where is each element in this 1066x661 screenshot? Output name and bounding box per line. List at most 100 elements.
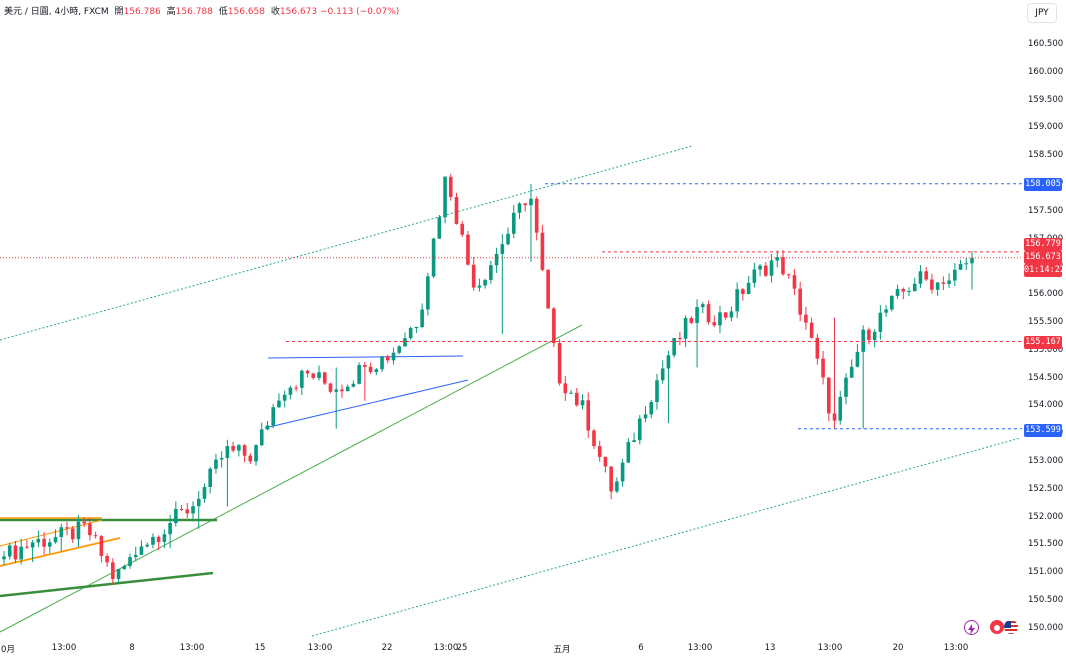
us-flag-icon[interactable] bbox=[1004, 620, 1018, 634]
candle-body bbox=[265, 425, 270, 430]
candle-body bbox=[271, 407, 276, 426]
candle-body bbox=[626, 442, 631, 463]
candle-body bbox=[116, 568, 121, 579]
candle-body bbox=[7, 545, 12, 557]
orange-channel-upper bbox=[0, 519, 103, 547]
candle-body bbox=[443, 176, 447, 218]
currency-button[interactable]: JPY bbox=[1027, 3, 1057, 23]
symbol-header: 美元 / 日圓, 4小時, FXCM 開156.786 高156.788 低15… bbox=[4, 4, 399, 17]
candle-body bbox=[311, 373, 316, 378]
price-tick: 160.500 bbox=[1028, 39, 1064, 49]
candle-body bbox=[941, 282, 946, 284]
price-tick: 152.000 bbox=[1028, 511, 1064, 522]
high-label: 高 bbox=[166, 7, 176, 17]
candle-body bbox=[162, 534, 167, 542]
candle-body bbox=[603, 456, 608, 467]
channel-upper-line bbox=[0, 145, 693, 341]
candle-body bbox=[832, 413, 837, 421]
time-tick: 五月 bbox=[553, 645, 571, 655]
candle-body bbox=[403, 338, 407, 347]
candle-body bbox=[128, 557, 132, 567]
lightning-icon[interactable] bbox=[964, 620, 979, 635]
resistance-line bbox=[267, 355, 464, 359]
candle-body bbox=[901, 289, 906, 292]
record-icon[interactable] bbox=[990, 620, 1004, 634]
candle-body bbox=[815, 337, 820, 359]
candle-body bbox=[133, 554, 138, 558]
price-tick: 154.000 bbox=[1028, 400, 1064, 411]
candle-body bbox=[385, 356, 390, 361]
candle-body bbox=[328, 383, 333, 392]
symbol-label[interactable]: 美元 / 日圓, 4小時, FXCM bbox=[4, 7, 109, 17]
candle-body bbox=[374, 369, 379, 372]
candle-body bbox=[844, 377, 848, 397]
candle-body bbox=[563, 383, 568, 394]
candle-body bbox=[380, 356, 384, 370]
candle-body bbox=[305, 370, 310, 374]
candle-body bbox=[557, 342, 562, 384]
candle-body bbox=[322, 372, 327, 384]
time-tick: 0月 bbox=[1, 645, 15, 655]
candle-body bbox=[552, 308, 556, 343]
candle-body bbox=[964, 263, 969, 265]
candle-body bbox=[214, 459, 218, 469]
candle-body bbox=[741, 289, 745, 295]
candle-body bbox=[93, 535, 98, 537]
candle-body bbox=[426, 276, 430, 310]
candle-body bbox=[282, 394, 287, 401]
open-value: 156.786 bbox=[123, 7, 161, 17]
candle-body bbox=[408, 327, 413, 339]
candle-body bbox=[678, 337, 682, 339]
candle-body bbox=[746, 282, 751, 295]
price-tick: 155.500 bbox=[1028, 317, 1064, 327]
candle-body bbox=[907, 291, 911, 293]
time-tick: 13 bbox=[764, 643, 776, 653]
support-trendline bbox=[0, 324, 583, 633]
price-tag-level-upper: 156.779 bbox=[1024, 238, 1062, 251]
candle-body bbox=[237, 445, 241, 451]
candle-body bbox=[540, 232, 545, 270]
time-tick: 13:00 bbox=[51, 643, 77, 653]
candle-body bbox=[781, 257, 785, 275]
candle-body bbox=[637, 418, 642, 441]
candle-body bbox=[466, 234, 470, 265]
time-tick: 13:00 bbox=[943, 643, 969, 653]
price-tick: 154.500 bbox=[1028, 372, 1064, 383]
price-tag-last: 156.673 bbox=[1024, 251, 1062, 264]
candle-body bbox=[36, 538, 41, 543]
time-tick: 15 bbox=[254, 643, 266, 653]
time-tick: 22 bbox=[381, 643, 393, 653]
candle-body bbox=[529, 198, 533, 206]
candle-body bbox=[59, 527, 64, 538]
candle-body bbox=[580, 400, 585, 406]
candle-body bbox=[300, 370, 304, 388]
candle-body bbox=[574, 392, 579, 406]
candle-body bbox=[683, 318, 688, 339]
channel-lower-line bbox=[311, 437, 1021, 637]
change-value: −0.113 (−0.07%) bbox=[319, 7, 400, 17]
candle-body bbox=[111, 562, 115, 579]
candle-body bbox=[706, 304, 711, 323]
candle-body bbox=[827, 377, 831, 414]
candle-body bbox=[30, 542, 35, 548]
candle-body bbox=[752, 269, 757, 283]
candle-body bbox=[259, 429, 264, 446]
time-tick: 13:00 bbox=[433, 643, 459, 653]
candle-body bbox=[758, 265, 762, 270]
candle-body bbox=[821, 358, 825, 378]
price-tick: 153.000 bbox=[1028, 456, 1064, 466]
candle-body bbox=[775, 257, 780, 261]
candle-body bbox=[924, 271, 928, 280]
candle-body bbox=[506, 233, 510, 245]
candle-body bbox=[918, 271, 923, 284]
candle-body bbox=[254, 445, 258, 462]
candle-body bbox=[397, 346, 402, 353]
candle-body bbox=[231, 446, 235, 451]
candle-body bbox=[122, 566, 127, 569]
candle-body bbox=[99, 536, 104, 557]
candle-body bbox=[277, 400, 281, 408]
candle-body bbox=[620, 462, 625, 482]
price-tick: 152.500 bbox=[1028, 483, 1064, 494]
